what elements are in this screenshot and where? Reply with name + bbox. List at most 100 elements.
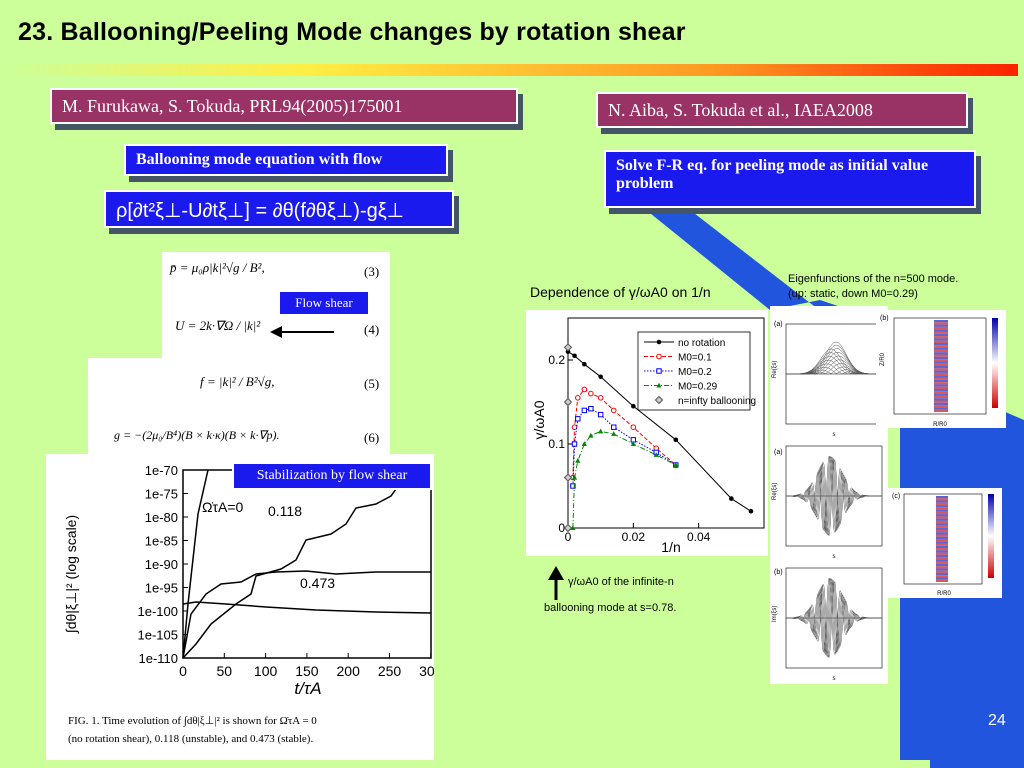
ballooning-equation: ρ[∂t²ξ⊥-U∂tξ⊥] = ∂θ(f∂θξ⊥)-gξ⊥ <box>104 190 454 228</box>
fig1-caption-line1: FIG. 1. Time evolution of ∫dθ|ξ⊥|² is sh… <box>68 715 317 727</box>
legend-marker <box>656 353 662 360</box>
legend-marker <box>656 382 662 388</box>
fig1-y-axis-label: ∫dθ|ξ⊥|² (log scale) <box>63 515 79 634</box>
flow-shear-label: Flow shear <box>278 290 370 316</box>
fig1-y-tick-label: 1e-105 <box>138 628 178 643</box>
series-line-2 <box>572 408 677 487</box>
legend-entry-label: M0=0.1 <box>678 353 712 364</box>
fig1-time-evolution-plot: 1e-70 1e-75 1e-80 1e-85 1e-90 1e-95 1e-100 1e-1… <box>63 463 434 745</box>
eigen-caption-line2: (up: static, down M0=0.29) <box>788 288 918 300</box>
growth-chart-title: Dependence of γ/ωA0 on 1/n <box>530 284 711 300</box>
method-label: Solve F-R eq. for peeling mode as initia… <box>604 150 976 208</box>
contour2-rr-label: R/R0 <box>937 591 951 597</box>
series-point-2 <box>575 416 581 422</box>
panel-mid-s-label: s <box>833 554 836 560</box>
panel-bot-im-label: Im(ξs) <box>772 606 778 622</box>
series-point-3 <box>673 462 679 467</box>
panel-label-b-top: (b) <box>880 315 889 322</box>
fig1-x-tick-label: 150 <box>295 663 319 679</box>
eigen-caption-line1: Eigenfunctions of the n=500 mode. <box>788 273 959 285</box>
fig1-x-tick-label: 100 <box>254 663 278 679</box>
fig1-annotation-0118: 0.118 <box>268 503 302 519</box>
series-line-1 <box>572 388 677 478</box>
series-point-1 <box>575 395 581 401</box>
fig1-x-tick-label: 0 <box>179 663 187 679</box>
panel-top-s-label: s <box>833 432 836 438</box>
legend-entry-label: M0=0.29 <box>678 382 718 393</box>
reference-label-furukawa: M. Furukawa, S. Tokuda, PRL94(2005)17500… <box>50 88 518 124</box>
series-point-3 <box>611 431 617 436</box>
fig1-x-tick-label: 300 <box>419 663 434 679</box>
panel-top-re-label: Re(ξs) <box>772 361 778 378</box>
equation-heading: Ballooning mode equation with flow <box>124 144 448 176</box>
series-point-1 <box>630 424 637 430</box>
panel-label-c: (c) <box>892 493 900 500</box>
legend-entry-label: no rotation <box>678 338 725 349</box>
growth-x-tick-label: 0.04 <box>687 530 711 544</box>
flow-shear-arrow-icon <box>270 326 334 338</box>
fig1-y-tick-label: 1e-85 <box>145 534 178 549</box>
reference-label-aiba: N. Aiba, S. Tokuda et al., IAEA2008 <box>596 92 968 128</box>
legend-marker <box>656 368 662 374</box>
series-point-0 <box>729 496 734 501</box>
panel-bot-s-label: s <box>833 676 836 682</box>
panel-label-a-mid: (a) <box>774 449 783 456</box>
series-point-1 <box>610 407 617 414</box>
series-point-1 <box>571 424 578 430</box>
def-f-number: (5) <box>364 376 380 391</box>
arrow-caption-line1: γ/ωA0 of the infinite-n <box>568 576 674 588</box>
contour1-zr-label: Z/R0 <box>880 352 886 366</box>
def-U-number: (4) <box>364 322 380 337</box>
growth-y-tick-label: 0.2 <box>548 353 565 367</box>
growth-x-tick-label: 0.02 <box>622 530 646 544</box>
series-point-2 <box>581 407 588 414</box>
series-point-2 <box>571 441 578 447</box>
eigen-panels-left <box>770 306 888 684</box>
fig1-annotation-0473: 0.473 <box>300 575 335 591</box>
contour-plot-static: (b) R/R0 Z/R0 <box>880 315 998 428</box>
series-point-0 <box>572 353 577 359</box>
def-U: U = 2k·∇Ω / |k|² <box>175 318 261 333</box>
growth-x-tick-label: 0 <box>565 530 572 544</box>
fig1-annotation-zero: Ω̇τA=0 <box>202 499 244 515</box>
series-point-3 <box>570 525 576 530</box>
fig1-y-tick-label: 1e-70 <box>145 463 178 478</box>
page-number: 24 <box>988 712 1006 729</box>
panel-label-a-top: (a) <box>774 321 783 328</box>
series-point-0 <box>582 361 587 367</box>
def-g: g = −(2μ₀/B⁴)(B × k·κ)(B × k·∇p). <box>114 428 280 442</box>
fig1-y-tick-label: 1e-75 <box>145 487 178 502</box>
series-line-3 <box>572 430 677 529</box>
def-f: f = |k|² / B²√g, <box>200 374 275 389</box>
fig1-y-tick-label: 1e-95 <box>145 581 178 596</box>
def-p-bar: p̄ = μ₀ρ|k|²√g / B², <box>170 260 265 275</box>
series-point-1 <box>581 386 588 393</box>
contour1-rr-label: R/R0 <box>933 422 947 428</box>
series-point-3 <box>571 474 578 480</box>
title-underline-bar <box>6 64 1018 76</box>
legend-entry-label: M0=0.2 <box>678 367 712 378</box>
legend-marker <box>656 339 662 345</box>
series-point-1 <box>597 395 604 401</box>
fig1-x-tick-label: 50 <box>217 663 233 679</box>
panel-label-b-bottom: (b) <box>774 569 783 576</box>
growth-x-label: 1/n <box>661 539 680 555</box>
fig1-y-tick-label: 1e-90 <box>145 557 178 572</box>
series-point-0 <box>631 403 636 409</box>
definitions-panel-bottom <box>88 358 390 458</box>
eigen-profile-plots: (a) Re(ξs) s (a) Re(ξs) s (b) Im(ξs) s <box>772 321 883 682</box>
legend-marker <box>654 395 664 405</box>
up-arrow-icon <box>548 566 564 600</box>
growth-y-label: γ/ωA0 <box>531 400 547 439</box>
series-point-4 <box>563 523 573 533</box>
series-point-4 <box>563 473 573 482</box>
fig1-y-tick-label: 1e-80 <box>145 510 178 525</box>
series-point-2 <box>570 483 576 489</box>
arrow-caption-line2: ballooning mode at s=0.78. <box>544 602 677 614</box>
growth-y-tick-label: 0 <box>558 521 565 535</box>
series-point-0 <box>598 374 603 380</box>
series-point-3 <box>575 458 581 463</box>
fig1-y-tick-label: 1e-100 <box>138 604 178 619</box>
fig1-y-tick-label: 1e-110 <box>138 651 178 666</box>
slide-title: 23. Ballooning/Peeling Mode changes by r… <box>18 18 686 46</box>
